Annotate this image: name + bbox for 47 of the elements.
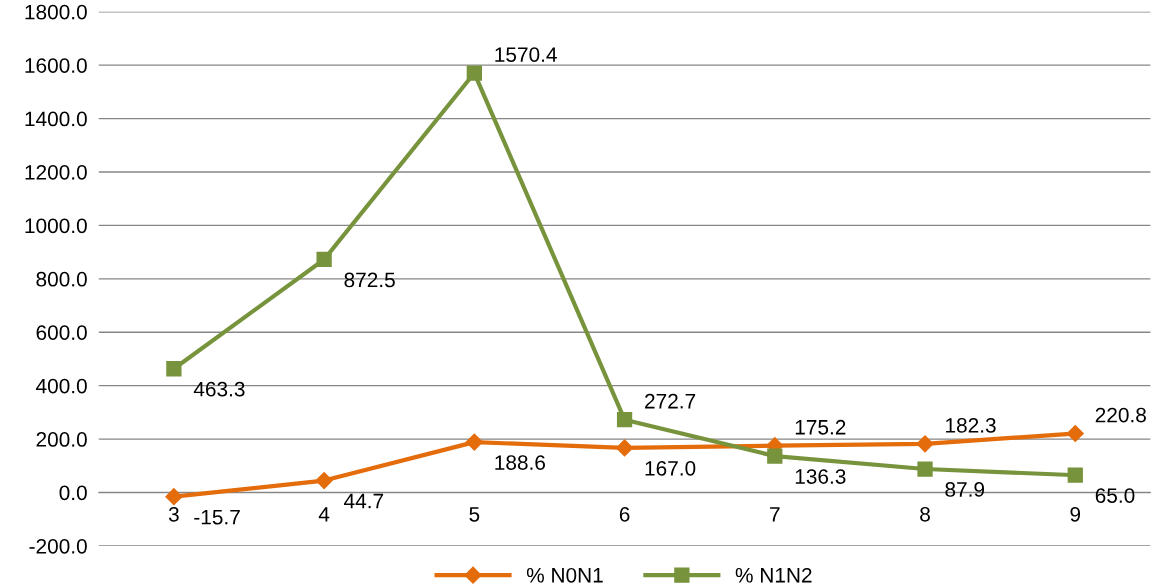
data-label: -15.7 [194, 509, 240, 525]
point [166, 361, 182, 377]
y-tick-label: 800.0 [36, 271, 87, 287]
x-tick-label: 6 [619, 506, 630, 522]
data-label: 175.2 [795, 419, 846, 435]
data-label: 136.3 [795, 469, 846, 484]
y-tick-label: -200.0 [29, 538, 87, 554]
y-tick-label: 1800.0 [25, 4, 87, 20]
data-label: 872.5 [344, 272, 395, 288]
point [767, 448, 783, 464]
point [466, 65, 482, 81]
point [916, 435, 934, 453]
y-tick-label: 400.0 [36, 378, 87, 394]
y-tick-label: 200.0 [36, 432, 87, 447]
x-tick-label: 9 [1070, 506, 1081, 522]
y-tick-label: 1400.0 [25, 111, 87, 127]
point [316, 251, 332, 268]
y-tick-label: 0.0 [59, 485, 87, 501]
point [315, 472, 333, 490]
x-tick-label: 7 [770, 507, 780, 522]
y-tick-label: 1000.0 [25, 218, 87, 234]
data-label: 220.8 [1095, 407, 1146, 423]
data-label: 44.7 [344, 493, 384, 509]
legend-label: % N1N2 [735, 567, 812, 583]
data-label: 182.3 [946, 417, 996, 433]
data-label: 188.6 [495, 455, 546, 470]
x-tick-label: 8 [920, 506, 930, 522]
point [165, 488, 183, 506]
legend-label: % N0N1 [526, 567, 603, 583]
data-label: 65.0 [1095, 488, 1135, 503]
data-label: 463.3 [193, 381, 245, 397]
point [1066, 424, 1084, 443]
point [465, 433, 483, 451]
point [917, 461, 933, 477]
y-tick-label: 1200.0 [25, 164, 87, 180]
y-tick-label: 1600.0 [25, 58, 87, 73]
point [1067, 467, 1083, 483]
data-label: 272.7 [645, 393, 696, 409]
data-label: 167.0 [645, 460, 696, 476]
data-label: 1570.4 [495, 47, 557, 62]
y-tick-label: 600.0 [36, 325, 87, 340]
x-tick-label: 3 [168, 506, 179, 522]
x-tick-label: 4 [318, 507, 330, 522]
point [616, 412, 633, 428]
x-tick-label: 5 [469, 507, 480, 522]
point [616, 439, 634, 457]
data-label: 87.9 [945, 482, 985, 497]
